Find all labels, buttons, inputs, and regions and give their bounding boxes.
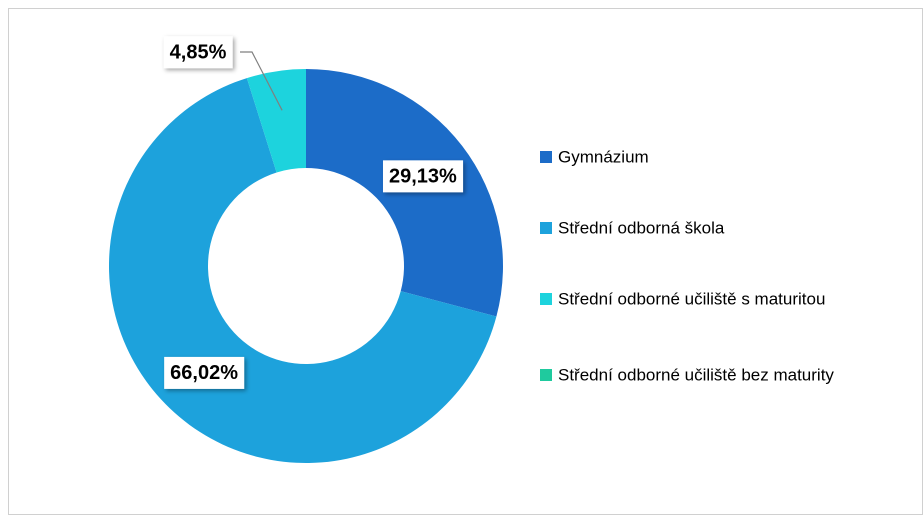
value-label-box xyxy=(164,356,245,389)
value-label-text: 29,13% xyxy=(389,165,457,187)
value-label-text: 4,85% xyxy=(170,41,227,63)
value-label: 66,02% xyxy=(164,356,245,389)
legend-swatch xyxy=(540,293,552,305)
value-label-text: 66,02% xyxy=(170,362,238,384)
legend-label: Gymnázium xyxy=(558,147,649,166)
value-label: 4,85% xyxy=(163,36,233,69)
value-label: 29,13% xyxy=(382,160,464,193)
legend-label: Střední odborné učiliště bez maturity xyxy=(558,365,834,384)
legend-label: Střední odborná škola xyxy=(558,218,725,237)
legend-label: Střední odborné učiliště s maturitou xyxy=(558,289,825,308)
value-label-box xyxy=(163,36,233,69)
legend-swatch xyxy=(540,222,552,234)
legend-swatch xyxy=(540,151,552,163)
legend-swatch xyxy=(540,369,552,381)
leader-line xyxy=(240,51,283,111)
donut-slice xyxy=(246,69,306,173)
value-label-box xyxy=(382,160,464,193)
donut-slice xyxy=(306,69,503,317)
